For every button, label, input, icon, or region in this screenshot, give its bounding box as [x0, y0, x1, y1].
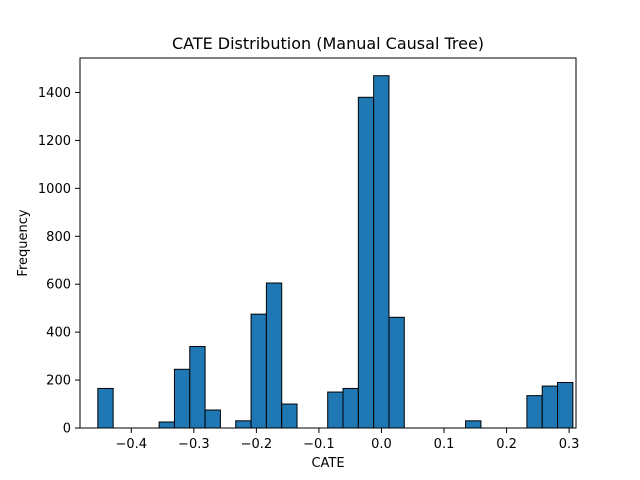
histogram-bar: [541, 385, 559, 429]
chart-title: CATE Distribution (Manual Causal Tree): [172, 34, 484, 53]
y-tick-label: 800: [46, 230, 71, 245]
histogram-bar: [465, 420, 482, 429]
y-axis-label: Frequency: [16, 209, 31, 276]
histogram-bar: [265, 282, 283, 429]
x-tick-label: −0.4: [115, 437, 147, 452]
x-axis-label: CATE: [311, 456, 344, 471]
y-tick-label: 1400: [38, 86, 71, 101]
histogram-bar: [97, 387, 114, 429]
y-tick-label: 1200: [38, 134, 71, 149]
plot-area-frame: [79, 57, 577, 429]
x-axis: −0.4 −0.3 −0.2 −0.1 0.0 0.1 0.2 0.3: [115, 428, 579, 452]
bars-group: [97, 75, 574, 429]
histogram-bar: [158, 421, 175, 429]
histogram-bar: [357, 96, 375, 429]
histogram-bar: [189, 346, 206, 429]
x-tick-label: 0.3: [559, 437, 580, 452]
y-tick-label: 1000: [38, 182, 71, 197]
y-tick-label: 400: [46, 326, 71, 341]
x-tick-label: −0.2: [241, 437, 273, 452]
histogram-bar: [204, 409, 221, 429]
histogram-bar: [173, 368, 191, 429]
y-axis: 0 200 400 600 800 1000 1200 1400: [38, 86, 80, 437]
histogram-bar: [388, 316, 405, 429]
y-tick-label: 600: [46, 278, 71, 293]
histogram-bar: [250, 313, 267, 429]
x-tick-label: −0.3: [178, 437, 210, 452]
histogram-bar: [235, 420, 252, 429]
histogram-bar: [526, 395, 543, 429]
histogram-bar: [327, 391, 344, 429]
x-tick-label: 0.2: [496, 437, 517, 452]
histogram-bar: [557, 381, 574, 429]
x-tick-label: 0.0: [371, 437, 392, 452]
histogram-bar: [373, 75, 390, 429]
x-tick-label: −0.1: [303, 437, 335, 452]
histogram-bar: [342, 387, 359, 429]
histogram-bar: [281, 403, 298, 429]
y-tick-label: 200: [46, 374, 71, 389]
y-tick-label: 0: [63, 422, 71, 437]
x-tick-label: 0.1: [434, 437, 455, 452]
